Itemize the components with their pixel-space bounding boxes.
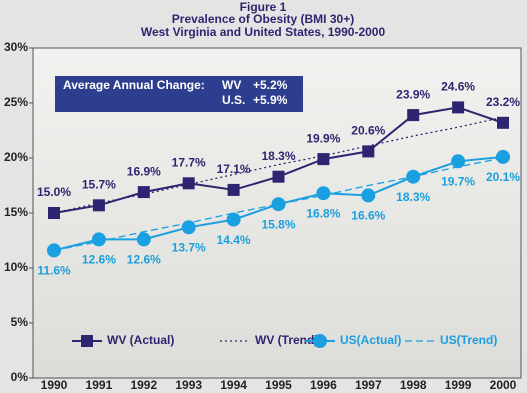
marker bbox=[91, 232, 106, 247]
marker bbox=[497, 116, 509, 129]
y-tick-label: 20% bbox=[4, 150, 28, 164]
marker bbox=[452, 101, 465, 114]
data-label: 19.9% bbox=[306, 131, 340, 145]
annotation-label: Average Annual Change: bbox=[63, 78, 205, 92]
marker bbox=[272, 170, 285, 183]
data-label: 23.2% bbox=[486, 95, 520, 109]
x-tick-label: 1993 bbox=[175, 378, 202, 392]
marker bbox=[226, 212, 241, 227]
legend-marker bbox=[313, 334, 327, 348]
marker bbox=[271, 197, 286, 212]
legend-label: US(Trend) bbox=[440, 333, 497, 347]
annotation-box bbox=[55, 76, 303, 112]
data-label: 13.7% bbox=[172, 240, 206, 254]
marker bbox=[92, 199, 105, 212]
marker bbox=[361, 188, 376, 203]
annotation-us-value: +5.9% bbox=[253, 93, 288, 107]
marker bbox=[137, 186, 150, 199]
annotation-wv-label: WV bbox=[222, 78, 241, 92]
legend-label: WV (Actual) bbox=[107, 333, 174, 347]
data-label: 15.0% bbox=[37, 185, 71, 199]
data-label: 12.6% bbox=[82, 253, 116, 267]
chart-title: Figure 1 bbox=[240, 0, 287, 14]
marker bbox=[47, 243, 61, 258]
data-label: 24.6% bbox=[441, 80, 475, 94]
annotation-wv-value: +5.2% bbox=[253, 78, 288, 92]
y-tick-label: 5% bbox=[11, 315, 29, 329]
y-tick-label: 25% bbox=[4, 95, 28, 109]
data-label: 16.8% bbox=[306, 206, 340, 220]
marker bbox=[182, 177, 195, 190]
data-label: 20.1% bbox=[486, 170, 520, 184]
x-tick-label: 1992 bbox=[130, 378, 157, 392]
data-label: 17.7% bbox=[172, 155, 206, 169]
marker bbox=[316, 186, 331, 201]
marker bbox=[496, 149, 510, 164]
y-tick-label: 15% bbox=[4, 205, 28, 219]
data-label: 15.7% bbox=[82, 177, 116, 191]
marker bbox=[227, 183, 240, 196]
data-label: 19.7% bbox=[441, 174, 475, 188]
y-tick-label: 30% bbox=[4, 40, 28, 54]
x-tick-label: 1998 bbox=[400, 378, 427, 392]
y-tick-label: 10% bbox=[4, 260, 28, 274]
legend-marker bbox=[81, 335, 93, 347]
legend-label: US(Actual) bbox=[340, 333, 401, 347]
marker bbox=[317, 153, 330, 166]
legend-label: WV (Trend) bbox=[255, 333, 318, 347]
x-tick-label: 1994 bbox=[220, 378, 247, 392]
marker bbox=[48, 207, 60, 219]
chart-subtitle: Prevalence of Obesity (BMI 30+) bbox=[172, 12, 354, 26]
x-tick-label: 1997 bbox=[355, 378, 382, 392]
data-label: 18.3% bbox=[396, 190, 430, 204]
annotation-us-label: U.S. bbox=[222, 93, 245, 107]
series-line bbox=[53, 116, 504, 214]
data-label: 12.6% bbox=[127, 253, 161, 267]
data-label: 15.8% bbox=[261, 217, 295, 231]
marker bbox=[181, 220, 196, 235]
x-tick-label: 1999 bbox=[445, 378, 472, 392]
data-label: 17.1% bbox=[217, 162, 251, 176]
data-label: 11.6% bbox=[37, 264, 71, 278]
x-tick-label: 2000 bbox=[490, 378, 517, 392]
data-label: 14.4% bbox=[217, 233, 251, 247]
marker bbox=[136, 232, 151, 247]
data-label: 18.3% bbox=[261, 149, 295, 163]
marker bbox=[451, 154, 466, 169]
marker bbox=[406, 169, 421, 184]
marker bbox=[362, 145, 375, 158]
marker bbox=[407, 109, 420, 122]
data-label: 16.6% bbox=[351, 209, 385, 223]
x-tick-label: 1995 bbox=[265, 378, 292, 392]
y-tick-label: 0% bbox=[11, 370, 29, 384]
data-label: 23.9% bbox=[396, 87, 430, 101]
data-label: 16.9% bbox=[127, 164, 161, 178]
x-tick-label: 1991 bbox=[86, 378, 113, 392]
x-tick-label: 1990 bbox=[41, 378, 68, 392]
chart-subtitle: West Virginia and United States, 1990-20… bbox=[141, 25, 386, 39]
data-label: 20.6% bbox=[351, 124, 385, 138]
x-tick-label: 1996 bbox=[310, 378, 337, 392]
